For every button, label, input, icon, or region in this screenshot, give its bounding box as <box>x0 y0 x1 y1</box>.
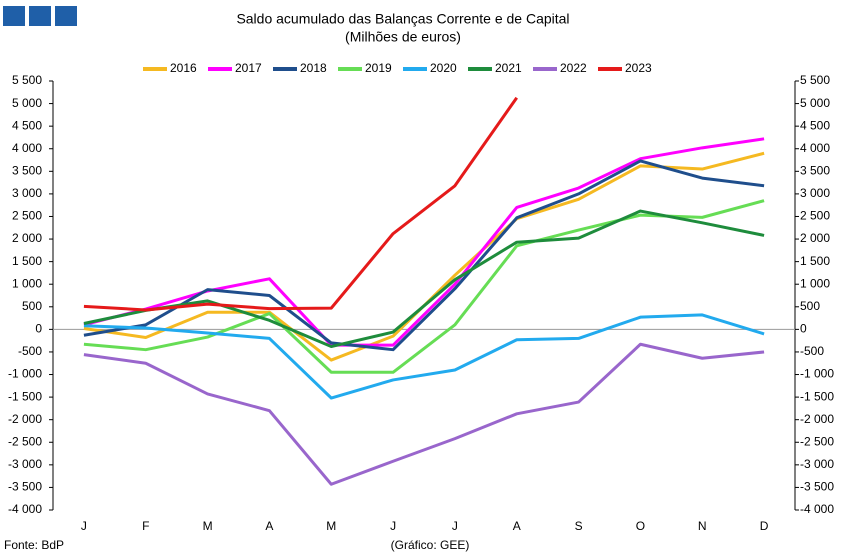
line-series <box>83 159 765 352</box>
y2-tick-label: 1 500 <box>800 254 830 268</box>
legend-label: 2021 <box>495 61 522 75</box>
y-tick-label: -2 000 <box>8 412 42 426</box>
y-tick-label: 1 000 <box>12 276 42 290</box>
line-series <box>83 313 765 400</box>
legend-label: 2016 <box>170 61 197 75</box>
x-tick-label: J <box>452 519 458 533</box>
legend-label: 2017 <box>235 61 262 75</box>
line-series <box>83 342 765 486</box>
y2-tick-label: -3 500 <box>800 480 834 494</box>
y2-tick-label: -1 500 <box>800 389 834 403</box>
x-tick-label: M <box>326 519 336 533</box>
y2-tick-label: 3 500 <box>800 163 830 177</box>
y2-tick-label: 0 <box>800 322 807 336</box>
y-tick-label: 2 500 <box>12 209 42 223</box>
y2-tick-label: -2 000 <box>800 412 834 426</box>
y2-tick-label: 2 000 <box>800 231 830 245</box>
y2-tick-label: -500 <box>800 344 824 358</box>
y-tick-label: -500 <box>18 344 42 358</box>
x-tick-label: A <box>265 519 273 533</box>
y-tick-label: -1 000 <box>8 367 42 381</box>
y2-tick-label: 5 000 <box>800 96 830 110</box>
credit: (Gráfico: GEE) <box>391 538 470 552</box>
y-tick-label: -3 500 <box>8 480 42 494</box>
legend-label: 2019 <box>365 61 392 75</box>
line-series <box>83 96 518 312</box>
legend-label: 2023 <box>625 61 652 75</box>
y2-tick-label: 1 000 <box>800 276 830 290</box>
y-tick-label: -3 000 <box>8 457 42 471</box>
logo <box>55 6 77 26</box>
y-tick-label: 1 500 <box>12 254 42 268</box>
x-tick-label: N <box>698 519 707 533</box>
line-series <box>83 199 765 374</box>
y-tick-label: -2 500 <box>8 434 42 448</box>
y2-tick-label: 3 000 <box>800 186 830 200</box>
legend-label: 2018 <box>300 61 327 75</box>
y-tick-label: 3 000 <box>12 186 42 200</box>
x-tick-label: J <box>81 519 87 533</box>
y-tick-label: 5 500 <box>12 73 42 87</box>
y2-tick-label: -1 000 <box>800 367 834 381</box>
y2-tick-label: 4 000 <box>800 141 830 155</box>
y2-tick-label: 2 500 <box>800 209 830 223</box>
chart-title: Saldo acumulado das Balanças Corrente e … <box>236 11 569 27</box>
x-tick-label: S <box>575 519 583 533</box>
y-tick-label: 4 000 <box>12 141 42 155</box>
y-tick-label: 3 500 <box>12 163 42 177</box>
y-tick-label: 2 000 <box>12 231 42 245</box>
y-tick-label: 500 <box>22 299 42 313</box>
y-tick-label: 0 <box>35 322 42 336</box>
y2-tick-label: 4 500 <box>800 118 830 132</box>
y2-tick-label: 500 <box>800 299 820 313</box>
logo <box>3 6 25 26</box>
x-tick-label: A <box>513 519 521 533</box>
line-series <box>83 137 765 347</box>
y2-tick-label: -2 500 <box>800 434 834 448</box>
legend-label: 2020 <box>430 61 457 75</box>
x-tick-label: F <box>142 519 149 533</box>
y-tick-label: -4 000 <box>8 502 42 516</box>
y2-tick-label: 5 500 <box>800 73 830 87</box>
y2-tick-label: -3 000 <box>800 457 834 471</box>
y2-tick-label: -4 000 <box>800 502 834 516</box>
x-tick-label: O <box>636 519 645 533</box>
x-tick-label: J <box>390 519 396 533</box>
source: Fonte: BdP <box>4 538 64 552</box>
x-tick-label: D <box>760 519 769 533</box>
y-tick-label: 4 500 <box>12 118 42 132</box>
chart-subtitle: (Milhões de euros) <box>345 29 461 45</box>
y-tick-label: -1 500 <box>8 389 42 403</box>
logo <box>29 6 51 26</box>
legend-label: 2022 <box>560 61 587 75</box>
line-series <box>83 209 765 349</box>
y-tick-label: 5 000 <box>12 96 42 110</box>
x-tick-label: M <box>203 519 213 533</box>
